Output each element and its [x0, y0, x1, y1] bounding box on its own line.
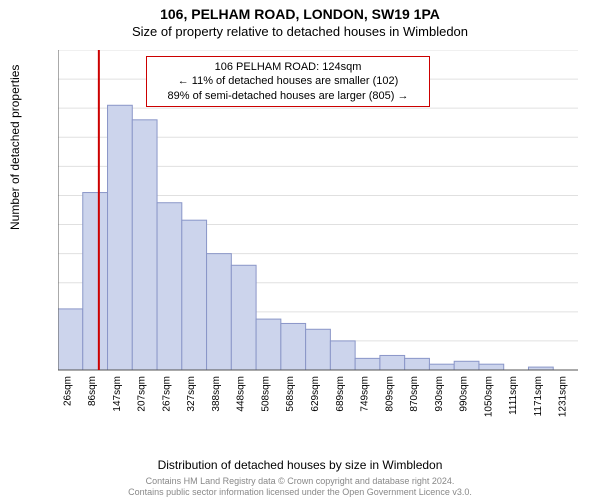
- marker-callout: 106 PELHAM ROAD: 124sqm ← 11% of detache…: [146, 56, 430, 107]
- svg-text:1171sqm: 1171sqm: [533, 376, 544, 416]
- svg-text:990sqm: 990sqm: [459, 376, 470, 412]
- callout-line-3: 89% of semi-detached houses are larger (…: [153, 89, 423, 103]
- svg-text:448sqm: 448sqm: [236, 376, 247, 412]
- svg-text:86sqm: 86sqm: [87, 376, 98, 406]
- svg-text:930sqm: 930sqm: [434, 376, 445, 412]
- svg-text:1231sqm: 1231sqm: [558, 376, 569, 417]
- footer-line-2: Contains public sector information licen…: [0, 487, 600, 498]
- svg-text:147sqm: 147sqm: [112, 376, 123, 412]
- svg-text:1111sqm: 1111sqm: [508, 376, 519, 415]
- chart-title: 106, PELHAM ROAD, LONDON, SW19 1PA: [0, 0, 600, 22]
- svg-text:689sqm: 689sqm: [335, 376, 346, 412]
- callout-line-1: 106 PELHAM ROAD: 124sqm: [153, 60, 423, 74]
- svg-text:809sqm: 809sqm: [384, 376, 395, 412]
- callout-line-2: ← 11% of detached houses are smaller (10…: [153, 74, 423, 88]
- svg-text:870sqm: 870sqm: [409, 376, 420, 412]
- svg-text:267sqm: 267sqm: [161, 376, 172, 412]
- svg-text:1050sqm: 1050sqm: [483, 376, 494, 417]
- svg-text:568sqm: 568sqm: [285, 376, 296, 412]
- svg-text:388sqm: 388sqm: [211, 376, 222, 412]
- svg-text:629sqm: 629sqm: [310, 376, 321, 412]
- svg-text:207sqm: 207sqm: [137, 376, 148, 412]
- x-axis-label: Distribution of detached houses by size …: [0, 458, 600, 472]
- chart-subtitle: Size of property relative to detached ho…: [0, 22, 600, 39]
- svg-text:508sqm: 508sqm: [260, 376, 271, 412]
- footer-line-1: Contains HM Land Registry data © Crown c…: [0, 476, 600, 487]
- svg-text:327sqm: 327sqm: [186, 376, 197, 412]
- y-axis-label: Number of detached properties: [8, 65, 22, 230]
- svg-text:749sqm: 749sqm: [360, 376, 371, 412]
- svg-text:26sqm: 26sqm: [62, 376, 73, 406]
- attribution-footer: Contains HM Land Registry data © Crown c…: [0, 476, 600, 498]
- chart-area: 02040608010012014016018020022026sqm86sqm…: [58, 50, 578, 420]
